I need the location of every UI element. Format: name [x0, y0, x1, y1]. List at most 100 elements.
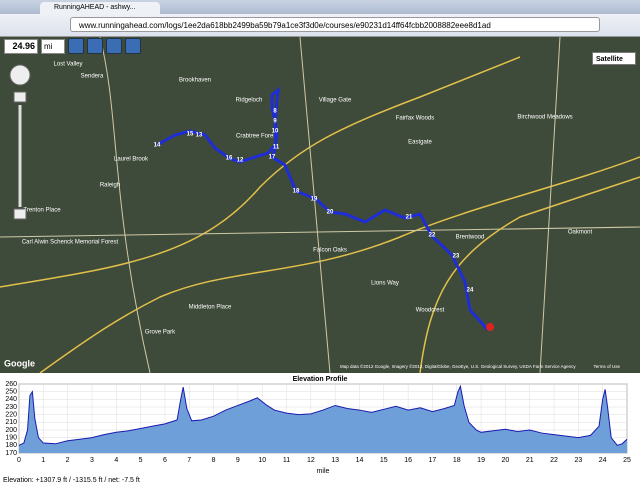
x-tick-label: 6: [163, 457, 167, 464]
place-label: Woodcrest: [416, 308, 445, 314]
place-label: Sendera: [81, 74, 104, 80]
y-tick-label: 180: [5, 442, 17, 449]
x-tick-label: 23: [574, 457, 582, 464]
x-tick-label: 5: [139, 457, 143, 464]
y-tick-label: 230: [5, 404, 17, 411]
route-marker: 23: [453, 254, 460, 260]
chart-title: Elevation Profile: [293, 376, 348, 383]
map-type-button[interactable]: Satellite: [592, 52, 636, 65]
elevation-line: [18, 384, 628, 446]
distance-field[interactable]: 24.96: [4, 38, 38, 54]
route-marker: 18: [293, 189, 300, 195]
route-marker: 9: [273, 119, 277, 125]
elevation-area: [19, 386, 627, 453]
route-marker: 16: [226, 156, 233, 162]
x-tick-label: 15: [380, 457, 388, 464]
place-label: Brookhaven: [179, 78, 211, 84]
x-tick-label: 18: [453, 457, 461, 464]
x-tick-label: 0: [17, 457, 21, 464]
route-marker: 12: [237, 158, 244, 164]
place-label: Eastgate: [408, 140, 432, 146]
route-marker: 11: [273, 145, 280, 151]
map-attribution: Map data ©2012 Google, Imagery ©2012, Di…: [340, 363, 576, 369]
y-tick-label: 240: [5, 396, 17, 403]
x-tick-label: 11: [283, 457, 290, 464]
tool-button[interactable]: [106, 38, 122, 54]
x-tick-label: 24: [599, 457, 607, 464]
y-tick-label: 210: [5, 419, 17, 426]
place-label: Carl Alwin Schenck Memorial Forest: [22, 240, 119, 246]
x-tick-label: 12: [307, 457, 315, 464]
route-marker: 20: [327, 210, 334, 216]
route-marker: 13: [196, 133, 203, 139]
x-tick-label: 14: [356, 457, 364, 464]
x-tick-label: 2: [66, 457, 70, 464]
x-tick-label: 19: [477, 457, 485, 464]
place-label: Brentwood: [456, 235, 485, 241]
place-label: Grove Park: [145, 330, 176, 336]
place-label: Falcon Oaks: [313, 248, 347, 254]
place-label: Raleigh: [100, 183, 120, 189]
y-tick-label: 200: [5, 427, 17, 434]
y-tick-label: 220: [5, 412, 17, 419]
tool-button[interactable]: [68, 38, 84, 54]
zoom-out[interactable]: [13, 208, 27, 220]
x-tick-label: 4: [114, 457, 118, 464]
place-label: Trenton Place: [23, 208, 61, 214]
place-label: Village Gate: [319, 98, 352, 104]
pan-control[interactable]: [9, 64, 31, 86]
x-tick-label: 17: [429, 457, 437, 464]
place-label: Lions Way: [371, 281, 399, 287]
map-background: [0, 37, 640, 373]
x-axis-label: mile: [317, 468, 330, 475]
route: [156, 86, 490, 332]
zoom-in[interactable]: [13, 91, 27, 103]
place-label: Birchwood Meadows: [517, 115, 572, 121]
route-marker: 14: [154, 143, 161, 149]
place-label: Middleton Place: [189, 305, 232, 311]
x-tick-label: 21: [526, 457, 534, 464]
route-marker: 19: [311, 197, 318, 203]
x-tick-label: 7: [187, 457, 191, 464]
route-marker: 24: [467, 288, 474, 294]
place-label: Ridgeloch: [236, 98, 263, 104]
x-tick-label: 1: [41, 457, 45, 464]
y-tick-label: 190: [5, 435, 17, 442]
route-marker: 21: [406, 215, 413, 221]
x-tick-label: 22: [550, 457, 558, 464]
terms-link: Terms of Use: [593, 364, 620, 369]
x-tick-label: 25: [623, 457, 631, 464]
route-marker: 17: [269, 155, 276, 161]
url-field[interactable]: www.runningahead.com/logs/1ee2da618bb249…: [70, 17, 600, 32]
tab-bar: RunningAHEAD - ashwy...: [0, 0, 640, 14]
y-tick-label: 260: [5, 381, 17, 388]
roads: [0, 37, 640, 373]
elevation-chart: Elevation Profile mile 17018019020021022…: [5, 376, 631, 475]
map-logo: Google: [4, 358, 35, 368]
x-tick-label: 20: [502, 457, 510, 464]
tool-button[interactable]: [87, 38, 103, 54]
x-tick-label: 10: [258, 457, 266, 464]
x-tick-label: 9: [236, 457, 240, 464]
tab[interactable]: RunningAHEAD - ashwy...: [40, 2, 160, 14]
y-tick-label: 250: [5, 389, 17, 396]
place-label: Lost Valley: [54, 62, 83, 68]
x-tick-label: 8: [212, 457, 216, 464]
zoom-control: [9, 64, 31, 220]
route-marker: 22: [429, 233, 436, 239]
y-tick-label: 170: [5, 450, 17, 457]
toolbar: 24.96 mi: [4, 38, 141, 54]
end-pin: [486, 323, 494, 331]
address-bar: www.runningahead.com/logs/1ee2da618bb249…: [0, 14, 640, 37]
unit-select[interactable]: mi: [41, 38, 65, 54]
x-tick-label: 3: [90, 457, 94, 464]
elevation-summary: Elevation: +1307.9 ft / -1315.5 ft / net…: [3, 477, 140, 484]
x-tick-label: 13: [331, 457, 339, 464]
tool-button[interactable]: [125, 38, 141, 54]
x-tick-label: 16: [404, 457, 412, 464]
place-label: Crabtree Forest: [236, 134, 278, 140]
map[interactable]: Lost Valley Sendera Brookhaven Ridgeloch Vil…: [0, 37, 640, 373]
route-marker: 8: [273, 109, 277, 115]
place-label: Laurel Brook: [114, 157, 149, 163]
